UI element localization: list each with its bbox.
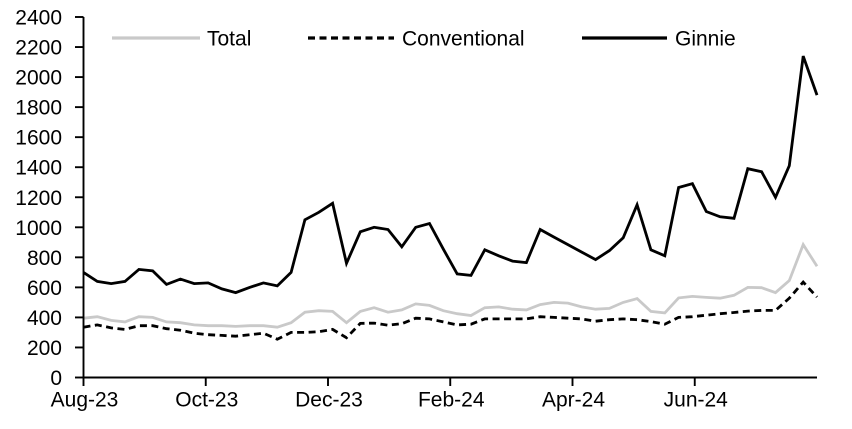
x-tick-label: Jun-24 (664, 389, 729, 412)
y-tick-label: 1000 (15, 217, 62, 240)
series-line-ginnie (82, 55, 819, 295)
axes: 0 200 400 600 800 1000 1200 1400 1600 1800 2000 220… (15, 7, 817, 412)
legend: Total Conventional Ginnie (112, 28, 736, 51)
legend-total-label: Total (207, 28, 251, 51)
y-tick-label: 2000 (15, 67, 62, 90)
y-tick-label: 2200 (15, 37, 62, 60)
series-line-conventional (83, 279, 819, 341)
y-tick-label: 400 (27, 307, 62, 330)
y-tick-label: 1400 (15, 157, 62, 180)
y-tick-label: 1200 (15, 187, 62, 210)
y-tick-label: 2400 (15, 7, 62, 30)
y-tick-label: 200 (27, 337, 62, 360)
y-tick-label: 1800 (15, 97, 62, 120)
y-tick-label: 800 (27, 247, 62, 270)
x-tick-label: Aug-23 (51, 389, 119, 412)
legend-ginnie-label: Ginnie (675, 28, 736, 51)
y-tick-label: 0 (50, 367, 62, 390)
legend-conventional-label: Conventional (402, 28, 525, 51)
plot-area (82, 55, 819, 341)
x-tick-label: Dec-23 (295, 389, 363, 412)
x-tick-label: Oct-23 (175, 389, 238, 412)
series-line-total (83, 241, 819, 329)
y-tick-label: 1600 (15, 127, 62, 150)
x-tick-label: Feb-24 (418, 389, 485, 412)
x-tick-label: Apr-24 (542, 389, 605, 412)
y-tick-label: 600 (27, 277, 62, 300)
